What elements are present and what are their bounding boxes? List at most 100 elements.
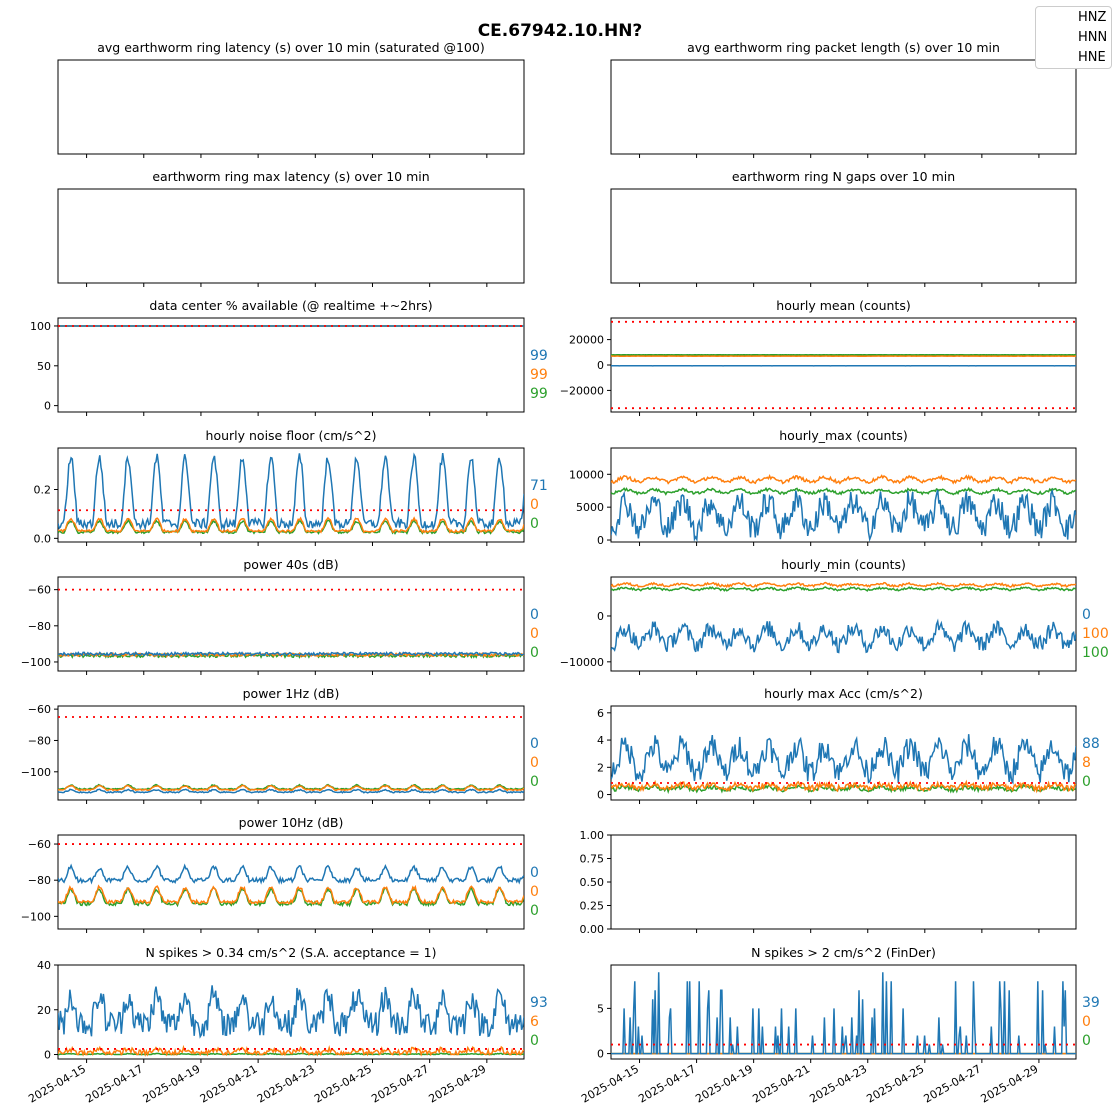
channel-value-label: 8	[1082, 755, 1091, 771]
panel-title: earthworm ring max latency (s) over 10 m…	[152, 169, 429, 184]
x-tick-label: 2025-04-19	[141, 1062, 203, 1105]
y-tick-label: −100	[21, 766, 51, 779]
panels: avg earthworm ring latency (s) over 10 m…	[21, 40, 1109, 1106]
series-line-hnz	[58, 863, 524, 885]
y-tick-label: 0.0	[34, 532, 52, 545]
series-line-hnn	[58, 516, 524, 534]
series-line-hne	[611, 486, 1076, 496]
legend-item-hnn: HNN	[1078, 30, 1108, 45]
legend-item-hne: HNE	[1078, 50, 1106, 65]
series-line-hne	[611, 585, 1076, 592]
channel-value-label: 99	[530, 367, 548, 383]
x-tick-label: 2025-04-29	[979, 1062, 1041, 1105]
channel-value-label: 99	[530, 386, 548, 402]
channel-value-label: 0	[530, 497, 539, 513]
y-tick-label: 20000	[569, 334, 604, 347]
series-line-hnz	[58, 985, 524, 1039]
x-tick-label: 2025-04-15	[579, 1062, 641, 1105]
y-tick-label: 50	[37, 360, 51, 373]
y-tick-label: −100	[21, 910, 51, 923]
panel-p4: earthworm ring N gaps over 10 min	[610, 169, 1077, 287]
panel-frame	[610, 834, 1077, 930]
legend-item-hnz: HNZ	[1078, 10, 1107, 25]
y-tick-label: −20000	[560, 384, 604, 397]
y-tick-label: −60	[28, 584, 51, 597]
channel-value-label: 88	[1082, 736, 1100, 752]
series-line-hnz	[58, 452, 524, 532]
panel-frame	[610, 188, 1077, 284]
panel-p15: N spikes > 0.34 cm/s^2 (S.A. acceptance …	[26, 945, 548, 1106]
panel-title: hourly mean (counts)	[776, 298, 910, 313]
channel-value-label: 39	[1082, 995, 1100, 1011]
panel-p5: data center % available (@ realtime +~2h…	[30, 298, 548, 416]
channel-value-label: 100	[1082, 626, 1109, 642]
y-tick-label: 0	[597, 1048, 604, 1061]
panel-frame	[610, 447, 1077, 543]
y-tick-label: 4	[597, 734, 604, 747]
panel-title: N spikes > 0.34 cm/s^2 (S.A. acceptance …	[145, 945, 436, 960]
series-line-hnz	[58, 650, 524, 657]
y-tick-label: 100	[30, 320, 51, 333]
y-tick-label: 0	[597, 789, 604, 802]
panel-p6: hourly mean (counts) −20000 0 20000	[560, 298, 1077, 416]
channel-value-label: 71	[530, 478, 548, 494]
y-tick-label: 10000	[569, 468, 604, 481]
x-tick-label: 2025-04-19	[693, 1062, 755, 1105]
x-tick-label: 2025-04-21	[198, 1062, 260, 1105]
channel-value-label: 0	[1082, 774, 1091, 790]
y-tick-label: 0	[597, 610, 604, 623]
panel-frame	[57, 59, 525, 155]
channel-value-label: 0	[530, 607, 539, 623]
panel-title: hourly_max (counts)	[779, 428, 908, 443]
channel-value-label: 0	[530, 516, 539, 532]
series-line-hnn	[58, 884, 524, 906]
panel-p2: avg earthworm ring packet length (s) ove…	[610, 40, 1077, 158]
panel-p3: earthworm ring max latency (s) over 10 m…	[57, 169, 525, 287]
x-tick-label: 2025-04-23	[255, 1062, 317, 1105]
panel-p16: N spikes > 2 cm/s^2 (FinDer) 0 5 2025-04-15…	[579, 945, 1100, 1106]
y-tick-label: 0.00	[580, 923, 605, 936]
panel-frame	[610, 576, 1077, 672]
panel-title: power 1Hz (dB)	[243, 686, 340, 701]
y-tick-label: 0.25	[580, 900, 605, 913]
channel-value-label: 6	[530, 1014, 539, 1030]
figure-title: CE.67942.10.HN?	[478, 21, 643, 41]
series-line-hnz	[611, 972, 1076, 1055]
series-line-hnz	[58, 788, 524, 794]
y-tick-label: 0	[44, 1049, 51, 1062]
x-tick-label: 2025-04-21	[750, 1062, 812, 1105]
channel-value-label: 0	[530, 736, 539, 752]
y-tick-label: 5	[597, 1002, 604, 1015]
panel-frame	[57, 188, 525, 284]
channel-value-label: 0	[530, 865, 539, 881]
series-line-hnn	[611, 473, 1076, 485]
x-tick-label: 2025-04-23	[807, 1062, 869, 1105]
legend: HNZ HNN HNE	[1035, 6, 1112, 69]
panel-frame	[57, 317, 525, 413]
x-tick-label: 2025-04-27	[369, 1062, 431, 1105]
x-tick-label: 2025-04-25	[864, 1062, 926, 1105]
panel-p7: hourly noise floor (cm/s^2) 0.0 0.2 71 0 0	[34, 428, 548, 546]
series-line-hnn	[611, 779, 1076, 794]
channel-value-label: 100	[1082, 645, 1109, 661]
channel-value-label: 0	[530, 774, 539, 790]
panel-title: power 40s (dB)	[243, 557, 338, 572]
x-tick-label: 2025-04-15	[26, 1062, 88, 1105]
panel-title: hourly_min (counts)	[781, 557, 906, 572]
panel-p9: power 40s (dB) −100 −80 −60 0 0 0	[21, 557, 539, 675]
y-tick-label: 5000	[576, 501, 604, 514]
channel-value-label: 0	[530, 884, 539, 900]
y-tick-label: 1.00	[580, 829, 605, 842]
y-tick-label: 2	[597, 761, 604, 774]
panel-title: avg earthworm ring packet length (s) ove…	[687, 40, 1000, 55]
channel-value-label: 0	[1082, 1014, 1091, 1030]
y-tick-label: −60	[28, 838, 51, 851]
panel-frame	[57, 576, 525, 672]
panel-p10: hourly_min (counts) −10000 0 0 100 100	[560, 557, 1109, 675]
panel-title: earthworm ring N gaps over 10 min	[732, 169, 955, 184]
y-tick-label: 0	[597, 534, 604, 547]
x-tick-label: 2025-04-25	[312, 1062, 374, 1105]
y-tick-label: 0.75	[580, 853, 605, 866]
panel-p13: power 10Hz (dB) −100 −80 −60 0 0 0	[21, 815, 539, 933]
